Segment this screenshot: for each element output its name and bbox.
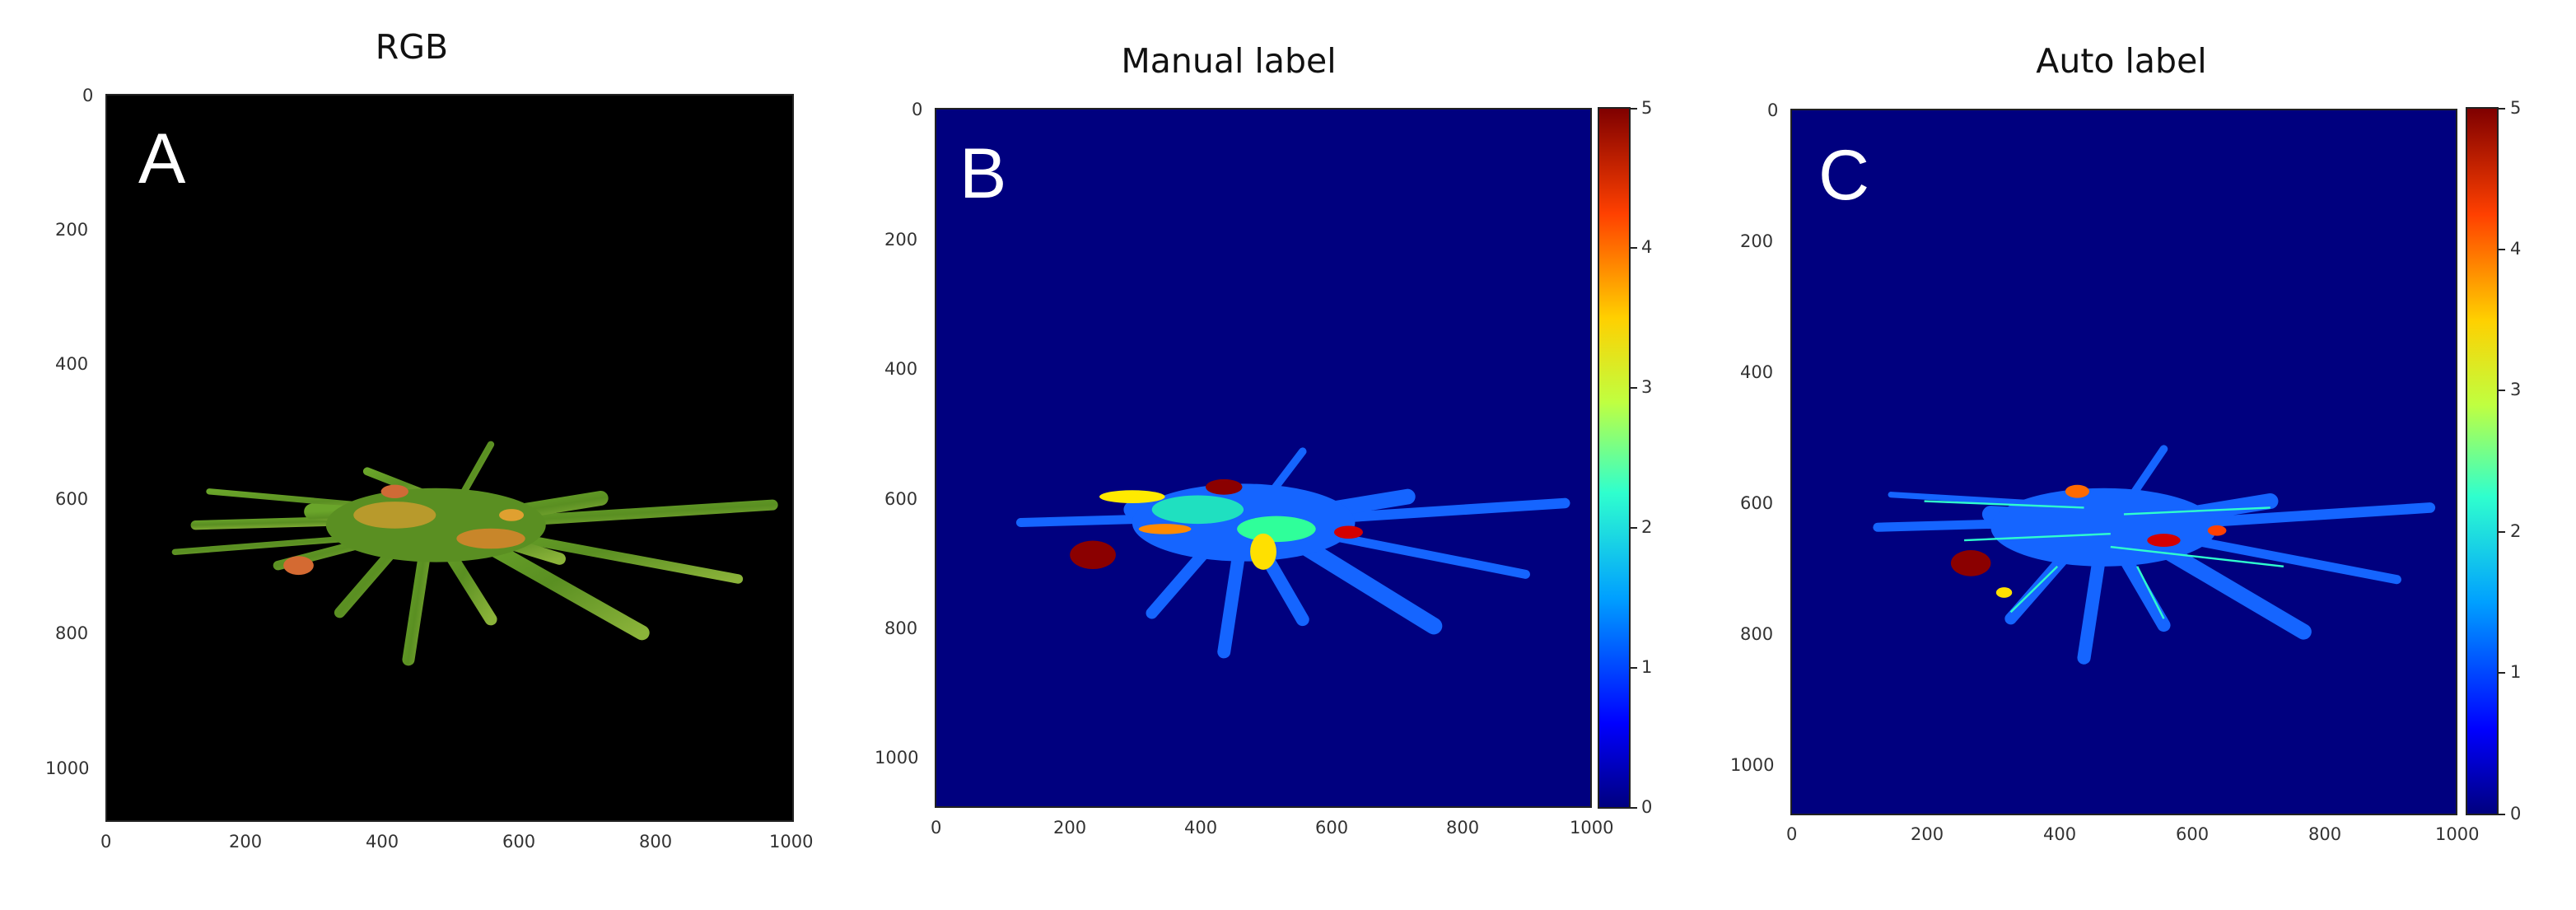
y-tick: 400 <box>884 359 918 379</box>
colorbar-tick: 2 <box>1641 517 1653 537</box>
auto-label-axes-frame <box>1790 109 2457 815</box>
colorbar-tick-mark <box>1631 387 1637 389</box>
y-tick: 600 <box>1740 493 1774 513</box>
colorbar-tick: 2 <box>2510 521 2522 541</box>
colorbar-tick-mark <box>1631 807 1637 809</box>
colorbar-tick-mark <box>2499 814 2505 815</box>
colorbar-tick: 4 <box>1641 237 1653 257</box>
y-tick: 1000 <box>1730 755 1775 775</box>
y-tick: 400 <box>1740 362 1774 382</box>
x-tick: 0 <box>100 832 112 852</box>
colorbar-tick-mark <box>1631 108 1637 110</box>
y-tick: 600 <box>55 489 89 509</box>
y-tick: 0 <box>82 86 94 105</box>
colorbar-tick: 4 <box>2510 239 2522 259</box>
x-tick: 400 <box>366 832 399 852</box>
colorbar-tick-mark <box>2499 108 2505 110</box>
colorbar-tick: 0 <box>2510 804 2522 824</box>
x-tick: 0 <box>931 818 942 838</box>
x-tick: 0 <box>1786 824 1798 844</box>
y-tick: 200 <box>884 230 918 250</box>
colorbar-tick: 1 <box>1641 657 1653 677</box>
y-tick: 600 <box>884 489 918 509</box>
x-tick: 400 <box>2043 824 2077 844</box>
x-tick: 800 <box>639 832 673 852</box>
auto-label-map <box>1873 445 2436 665</box>
colorbar-tick: 0 <box>1641 797 1653 817</box>
y-tick: 800 <box>55 623 89 643</box>
manual-label-image <box>936 109 1591 807</box>
panel-manual-label: Manual label <box>824 0 1700 910</box>
x-tick: 600 <box>502 832 536 852</box>
colorbar-tick: 3 <box>1641 377 1653 397</box>
manual-label-axes-frame <box>935 108 1592 808</box>
manual-label-map <box>1015 447 1570 659</box>
x-tick: 400 <box>1184 818 1218 838</box>
y-tick: 0 <box>912 100 923 119</box>
colorbar <box>1598 107 1631 809</box>
colorbar-tick-mark <box>2499 531 2505 533</box>
colorbar-tick: 5 <box>1641 98 1653 118</box>
colorbar-tick-mark <box>2499 249 2505 250</box>
colorbar-tick: 1 <box>2510 662 2522 682</box>
panel-letter: C <box>1818 136 1870 215</box>
x-tick: 200 <box>1911 824 1944 844</box>
colorbar-tick-mark <box>2499 672 2505 674</box>
plant-rgb-image <box>171 441 778 666</box>
colorbar-tick-mark <box>1631 247 1637 249</box>
y-tick: 800 <box>884 618 918 638</box>
rgb-image <box>106 95 793 821</box>
y-tick: 800 <box>1740 624 1774 644</box>
y-tick: 1000 <box>875 748 919 768</box>
y-tick: 1000 <box>45 758 90 778</box>
x-tick: 200 <box>1053 818 1087 838</box>
x-tick: 800 <box>2308 824 2342 844</box>
x-tick: 1000 <box>1570 818 1614 838</box>
x-tick: 200 <box>229 832 263 852</box>
auto-label-image <box>1791 110 2457 814</box>
panel-rgb: RGB <box>0 0 824 910</box>
panel-letter: A <box>138 119 186 198</box>
panel-auto-label: Auto label <box>1700 0 2576 910</box>
panel-title: Auto label <box>2036 41 2207 81</box>
panel-title: RGB <box>375 27 449 67</box>
colorbar-tick: 3 <box>2510 380 2522 399</box>
x-tick: 600 <box>1315 818 1349 838</box>
rgb-axes-frame <box>105 94 794 822</box>
colorbar <box>2466 107 2499 815</box>
colorbar-tick-mark <box>2499 390 2505 391</box>
colorbar-tick: 5 <box>2510 98 2522 118</box>
y-tick: 0 <box>1767 100 1779 120</box>
colorbar-tick-mark <box>1631 527 1637 529</box>
y-tick: 400 <box>55 354 89 374</box>
panel-letter: B <box>959 134 1007 213</box>
x-tick: 1000 <box>2435 824 2480 844</box>
y-tick: 200 <box>1740 231 1774 251</box>
x-tick: 600 <box>2176 824 2210 844</box>
x-tick: 800 <box>1446 818 1480 838</box>
panel-title: Manual label <box>1121 41 1337 81</box>
y-tick: 200 <box>55 220 89 240</box>
colorbar-tick-mark <box>1631 667 1637 669</box>
x-tick: 1000 <box>769 832 814 852</box>
